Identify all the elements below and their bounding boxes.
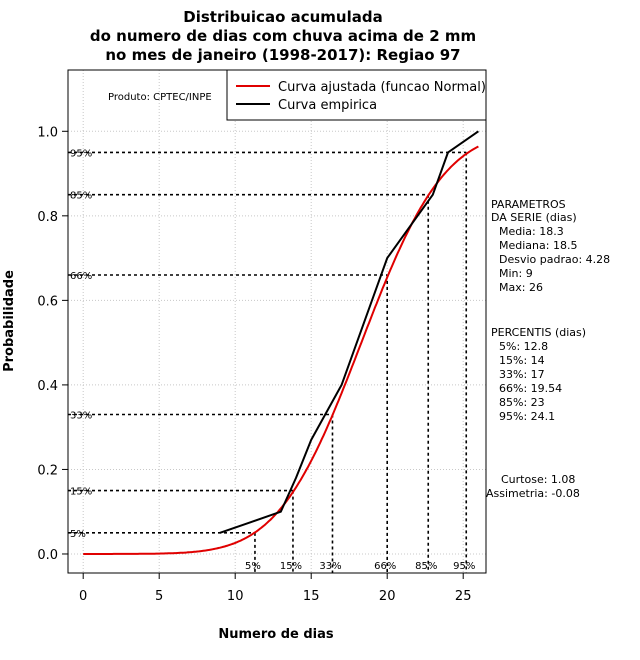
- parametros-desvio: Desvio padrao: 4.28: [499, 253, 610, 266]
- series-lines: [83, 130, 479, 555]
- y-tick-label: 0.8: [37, 210, 58, 225]
- parametros-mediana: Mediana: 18.5: [499, 239, 577, 252]
- percentile-guide-label-left: 66%: [70, 271, 92, 282]
- x-tick-label: 0: [79, 589, 87, 604]
- y-tick-label: 1.0: [37, 125, 58, 140]
- fitted-normal-curve: [83, 145, 479, 555]
- chart-title-line-1: Distribuicao acumulada: [183, 8, 382, 26]
- y-axis-title: Probabilidade: [2, 270, 17, 372]
- chart-title-line-3: no mes de janeiro (1998-2017): Regiao 97: [105, 46, 460, 64]
- parametros-media: Media: 18.3: [499, 225, 564, 238]
- percentile-guide-label-bottom: 33%: [319, 561, 341, 572]
- percentis-item-5: 5%: 12.8: [499, 340, 548, 353]
- percentile-guide-label-bottom: 66%: [374, 561, 396, 572]
- percentile-guide-label-left: 5%: [70, 529, 86, 540]
- percentis-panel: PERCENTIS (dias) 5%: 12.8 15%: 14 33%: 1…: [491, 326, 586, 423]
- legend-box: [226, 69, 487, 121]
- empirical-curve: [219, 130, 479, 534]
- percentile-guide-label-bottom: 15%: [280, 561, 302, 572]
- legend-label-fitted: Curva ajustada (funcao Normal): [278, 80, 486, 95]
- y-tick-label: 0.4: [37, 379, 58, 394]
- curtose-label: Curtose: 1.08: [501, 473, 575, 486]
- x-axis-title: Numero de dias: [218, 627, 334, 642]
- y-tick-label: 0.6: [37, 294, 58, 309]
- x-tick-label: 20: [379, 589, 396, 604]
- percentis-header: PERCENTIS (dias): [491, 326, 586, 339]
- assimetria-label: Assimetria: -0.08: [486, 487, 580, 500]
- percentile-guide-label-left: 15%: [70, 487, 92, 498]
- parametros-header-1: PARAMETROS: [491, 198, 566, 211]
- x-tick-label: 5: [155, 589, 163, 604]
- parametros-min: Min: 9: [499, 267, 533, 280]
- legend-label-empirical: Curva empirica: [278, 98, 377, 113]
- parametros-max: Max: 26: [499, 281, 543, 294]
- percentile-guide-label-left: 85%: [70, 191, 92, 202]
- plot-frame: [67, 69, 487, 574]
- percentis-item-66: 66%: 19.54: [499, 382, 562, 395]
- percentile-guide-label-bottom: 95%: [453, 561, 475, 572]
- percentile-guide-label-left: 95%: [70, 148, 92, 159]
- percentile-guides: 5% 5% 15% 15% 33% 33% 66% 66% 85% 85% 95% 95%: [68, 148, 475, 573]
- produto-label: Produto: CPTEC/INPE: [108, 92, 212, 103]
- grid: [68, 70, 486, 573]
- percentis-item-33: 33%: 17: [499, 368, 545, 381]
- y-tick-label: 0.2: [37, 463, 58, 478]
- y-tick-label: 0.0: [37, 548, 58, 563]
- x-tick-label: 10: [227, 589, 244, 604]
- percentile-guide-label-bottom: 85%: [415, 561, 437, 572]
- legend: Curva ajustada (funcao Normal) Curva emp…: [226, 69, 487, 121]
- x-tick-label: 25: [455, 589, 472, 604]
- percentile-guide-label-bottom: 5%: [245, 561, 261, 572]
- axes: 0 5 10 15 20 25 0.0 0.2 0.4 0.6 0.8 1.0: [37, 125, 471, 604]
- percentile-guide-label-left: 33%: [70, 410, 92, 421]
- percentis-item-85: 85%: 23: [499, 396, 545, 409]
- percentis-item-15: 15%: 14: [499, 354, 545, 367]
- parametros-header-2: DA SERIE (dias): [491, 211, 577, 224]
- chart-title-line-2: do numero de dias com chuva acima de 2 m…: [90, 27, 476, 45]
- x-tick-label: 15: [303, 589, 320, 604]
- parametros-panel: PARAMETROS DA SERIE (dias) Media: 18.3 M…: [491, 198, 610, 294]
- percentis-item-95: 95%: 24.1: [499, 410, 555, 423]
